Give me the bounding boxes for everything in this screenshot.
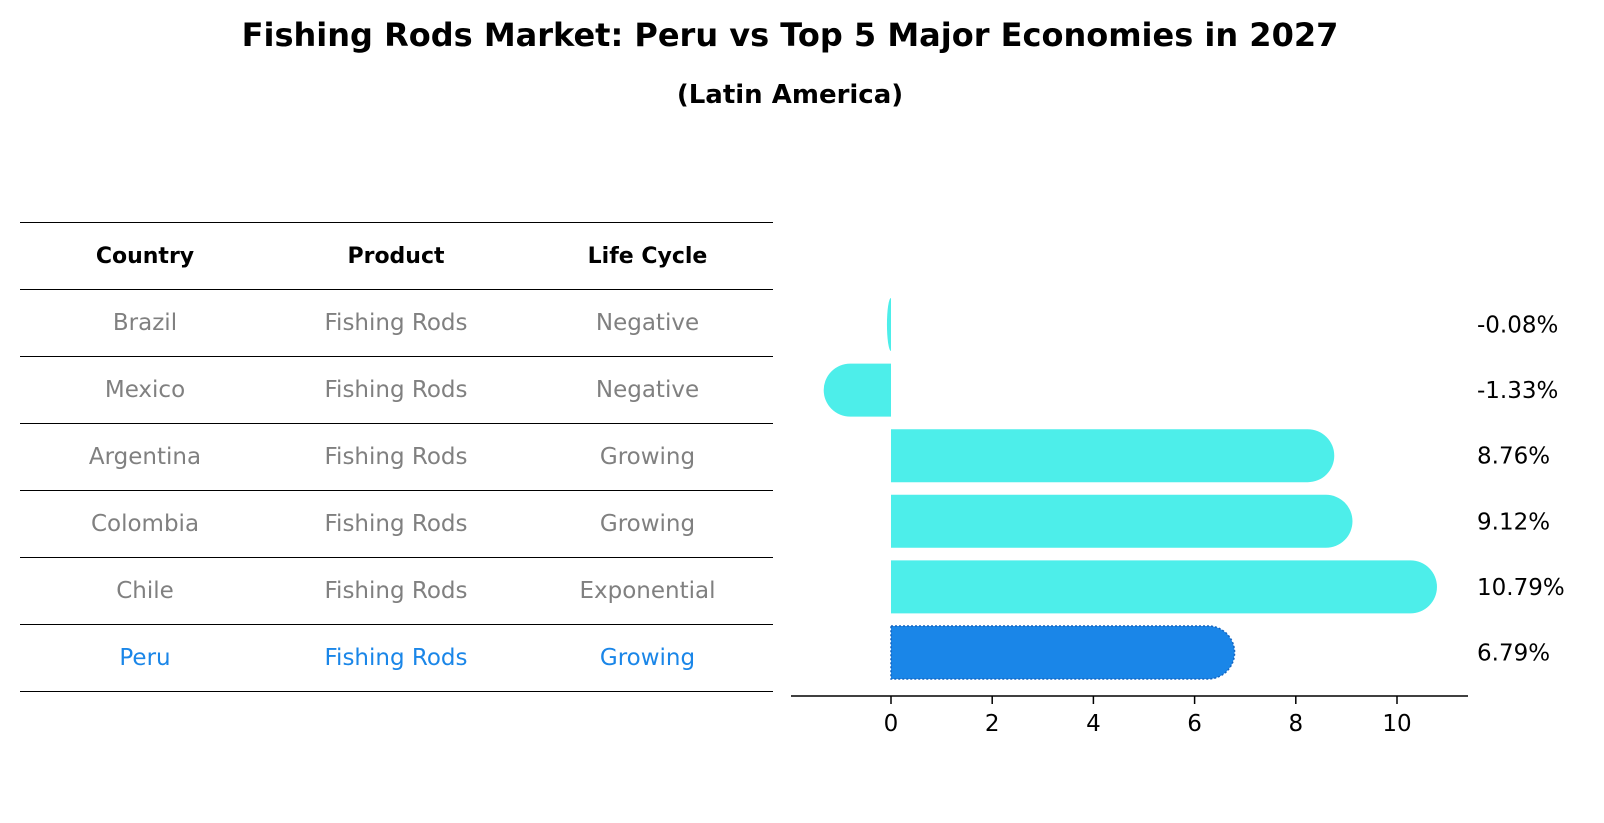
- bar-chile: [891, 560, 1437, 614]
- cell-product: Fishing Rods: [270, 423, 522, 491]
- cell-country: Peru: [20, 624, 270, 692]
- cell-life-cycle: Growing: [522, 423, 773, 491]
- data-table: Country Product Life Cycle Brazil Fishin…: [20, 222, 773, 692]
- table-row-highlight: Peru Fishing Rods Growing: [20, 624, 773, 692]
- data-label: 10.79%: [1477, 575, 1565, 601]
- cell-product: Fishing Rods: [270, 490, 522, 558]
- page-title: Fishing Rods Market: Peru vs Top 5 Major…: [241, 16, 1339, 54]
- x-tick-label: 2: [985, 711, 1000, 737]
- cell-life-cycle: Exponential: [522, 557, 773, 625]
- table-row: Chile Fishing Rods Exponential: [20, 557, 773, 625]
- cell-country: Colombia: [20, 490, 270, 558]
- cell-country: Chile: [20, 557, 270, 625]
- data-label: 9.12%: [1477, 509, 1550, 535]
- bar-argentina: [891, 429, 1335, 483]
- column-header-country: Country: [20, 222, 270, 290]
- data-label: -0.08%: [1477, 313, 1558, 339]
- cell-product: Fishing Rods: [270, 557, 522, 625]
- bar-peru: [891, 626, 1235, 679]
- cell-product: Fishing Rods: [270, 624, 522, 692]
- column-header-product: Product: [270, 222, 522, 290]
- page-subtitle: (Latin America): [676, 80, 904, 110]
- table-row: Colombia Fishing Rods Growing: [20, 490, 773, 558]
- cell-life-cycle: Growing: [522, 490, 773, 558]
- data-label: -1.33%: [1477, 378, 1558, 404]
- table-row: Argentina Fishing Rods Growing: [20, 423, 773, 491]
- x-tick-label: 4: [1086, 711, 1101, 737]
- cell-life-cycle: Negative: [522, 289, 773, 357]
- x-tick-label: 0: [884, 711, 899, 737]
- column-header-life-cycle: Life Cycle: [522, 222, 773, 290]
- bar-mexico: [823, 363, 891, 417]
- cell-life-cycle: Negative: [522, 356, 773, 424]
- data-label: 6.79%: [1477, 641, 1550, 667]
- cell-country: Brazil: [20, 289, 270, 357]
- table-header-row: Country Product Life Cycle: [20, 222, 773, 290]
- x-tick-label: 8: [1288, 711, 1303, 737]
- cell-country: Mexico: [20, 356, 270, 424]
- bar-highlight-outline: [890, 625, 1236, 680]
- cell-life-cycle: Growing: [522, 624, 773, 692]
- x-tick-label: 6: [1187, 711, 1202, 737]
- table-row: Mexico Fishing Rods Negative: [20, 356, 773, 424]
- bar-colombia: [891, 494, 1353, 548]
- table-row: Brazil Fishing Rods Negative: [20, 289, 773, 357]
- data-label: 8.76%: [1477, 444, 1550, 470]
- cell-country: Argentina: [20, 423, 270, 491]
- bar-brazil: [886, 298, 891, 351]
- x-tick-label: 10: [1382, 711, 1411, 737]
- cell-product: Fishing Rods: [270, 289, 522, 357]
- cell-product: Fishing Rods: [270, 356, 522, 424]
